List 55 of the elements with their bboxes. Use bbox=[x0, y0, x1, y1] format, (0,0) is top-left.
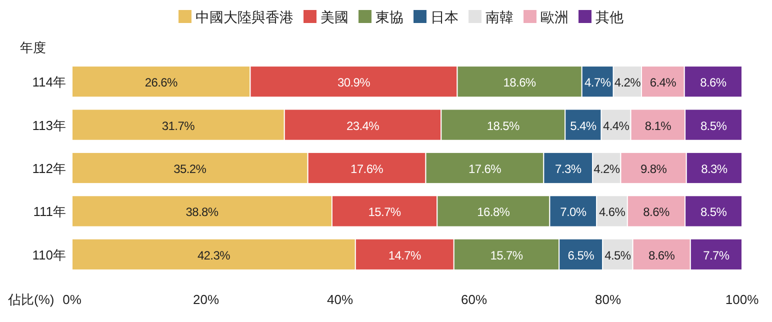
data-label: 38.8% bbox=[186, 205, 219, 220]
legend-label: 南韓 bbox=[486, 9, 514, 25]
y-tick-label: 110年 bbox=[32, 247, 66, 262]
data-label: 4.6% bbox=[598, 205, 626, 220]
data-label: 18.6% bbox=[503, 76, 536, 90]
data-label: 8.6% bbox=[643, 205, 670, 220]
data-label: 35.2% bbox=[174, 162, 207, 176]
data-label: 7.0% bbox=[560, 205, 587, 220]
data-label: 23.4% bbox=[346, 118, 380, 133]
data-label: 17.6% bbox=[350, 162, 384, 176]
y-axis-title: 年度 bbox=[20, 40, 46, 55]
data-label: 8.6% bbox=[648, 248, 676, 262]
data-label: 6.4% bbox=[650, 76, 677, 90]
x-tick-label: 80% bbox=[594, 292, 622, 307]
data-label: 9.8% bbox=[640, 162, 668, 176]
legend-label: 日本 bbox=[430, 9, 458, 25]
legend-label: 美國 bbox=[320, 9, 348, 25]
y-tick-label: 111年 bbox=[33, 204, 66, 220]
data-label: 42.3% bbox=[197, 248, 231, 262]
data-label: 7.7% bbox=[703, 248, 730, 262]
data-label: 16.8% bbox=[477, 205, 510, 220]
data-label: 17.6% bbox=[468, 162, 502, 176]
data-label: 5.4% bbox=[570, 118, 597, 133]
data-label: 8.5% bbox=[700, 205, 728, 220]
x-tick-label: 20% bbox=[192, 292, 220, 307]
y-tick-label: 112年 bbox=[32, 161, 66, 176]
data-label: 4.5% bbox=[604, 248, 632, 262]
data-label: 4.7% bbox=[584, 76, 612, 90]
data-label: 31.7% bbox=[162, 118, 196, 133]
legend-label: 中國大陸與香港 bbox=[196, 9, 294, 25]
x-tick-label: 40% bbox=[326, 292, 354, 307]
x-tick-label: 100% bbox=[725, 292, 760, 307]
data-label: 4.2% bbox=[594, 162, 620, 176]
data-label: 4.4% bbox=[602, 118, 630, 133]
data-label: 26.6% bbox=[144, 76, 178, 90]
legend-label: 其他 bbox=[596, 9, 624, 25]
data-label: 8.6% bbox=[700, 76, 727, 90]
x-tick-label: 60% bbox=[460, 292, 488, 307]
data-label: 15.7% bbox=[368, 205, 402, 220]
data-label: 30.9% bbox=[337, 76, 371, 90]
data-label: 15.7% bbox=[490, 248, 524, 262]
legend-label: 歐洲 bbox=[540, 9, 568, 25]
data-label: 6.5% bbox=[568, 248, 595, 262]
data-label: 8.3% bbox=[701, 162, 728, 176]
x-tick-label: 0% bbox=[62, 292, 82, 307]
y-tick-label: 114年 bbox=[32, 74, 66, 90]
x-axis-title: 佔比(%) bbox=[7, 292, 54, 307]
data-label: 18.5% bbox=[486, 118, 520, 133]
data-label: 14.7% bbox=[388, 248, 422, 262]
data-label: 8.5% bbox=[700, 118, 728, 133]
data-label: 7.3% bbox=[555, 162, 582, 176]
legend-label: 東協 bbox=[376, 9, 404, 25]
data-label: 8.1% bbox=[644, 118, 672, 133]
data-label: 4.2% bbox=[614, 76, 642, 90]
y-tick-label: 113年 bbox=[32, 118, 66, 133]
